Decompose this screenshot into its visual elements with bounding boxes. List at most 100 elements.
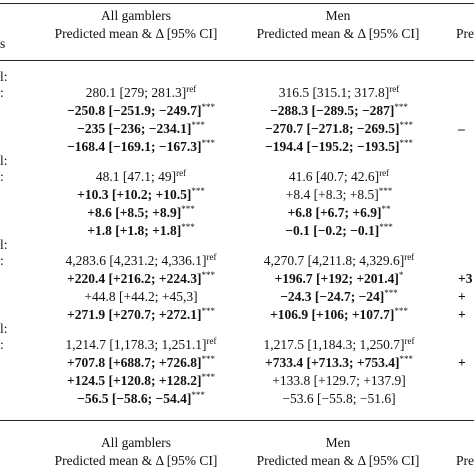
column-title: All gamblers [100,8,172,23]
table-cell: −250.8 [−251.9; −249.7]*** [21,102,261,120]
table-cell: 1,217.5 [1,184.3; 1,250.7]ref [219,336,459,354]
significance-marker: *** [399,120,413,130]
cell-value: +3 [458,271,473,286]
table-cell: −288.3 [−289.5; −287]*** [219,102,459,120]
row-stub-header: s [0,36,6,51]
significance-marker: ** [381,204,391,214]
row-label: : [0,253,4,268]
column-subtitle: Predicted mean & Δ [95% CI] [256,453,420,468]
section-top-rule [0,420,474,421]
significance-marker: ref [404,252,415,262]
table-cell: 4,270.7 [4,211.8; 4,329.6]ref [219,252,459,270]
cell-value: 1,214.7 [1,178.3; 1,251.1] [65,337,207,352]
table-cell: −194.4 [−195.2; −193.5]*** [219,138,459,156]
table-cell: +271.9 [+270.7; +272.1]*** [21,306,261,324]
cell-value: + [458,355,466,370]
cell-value: +6.8 [+6.7; +6.9] [287,205,382,220]
cell-value: +271.9 [+270.7; +272.1] [67,307,202,322]
header-rule [0,60,474,61]
significance-marker: *** [201,354,215,364]
significance-marker: *** [399,138,413,148]
column-header-all-gamblers-repeat: All gamblers Predicted mean & Δ [95% CI] [20,434,252,470]
table-cell: −0.1 [−0.2; −0.1]*** [219,222,459,240]
table-cell: +8.6 [+8.5; +8.9]*** [21,204,261,222]
column-header-partial-repeat: Pre [456,453,474,468]
table-cell: – [458,120,465,138]
table-cell: −270.7 [−271.8; −269.5]*** [219,120,459,138]
cell-value: −24.3 [−24.7; −24] [280,289,385,304]
table-cell: 316.5 [315.1; 317.8]ref [219,84,459,102]
group-stub: l: [0,321,8,336]
cell-value: −53.6 [−55.8; −51.6] [282,391,396,406]
significance-marker: * [398,270,404,280]
significance-marker: ref [404,336,415,346]
table-cell: +3 [458,270,472,288]
cell-value: +106.9 [+106; +107.7] [270,307,395,322]
table-cell: + [458,306,466,324]
table-cell: −53.6 [−55.8; −51.6] [219,390,459,408]
cell-value: 316.5 [315.1; 317.8] [278,85,390,100]
significance-marker: *** [201,270,215,280]
table-cell: +733.4 [+713.3; +753.4]*** [219,354,459,372]
table-cell: −235 [−236; −234.1]*** [21,120,261,138]
cell-value: +220.4 [+216.2; +224.3] [67,271,202,286]
table-cell: +196.7 [+192; +201.4]* [219,270,459,288]
table-cell: 1,214.7 [1,178.3; 1,251.1]ref [21,336,261,354]
cell-value: +133.8 [+129.7; +137.9] [272,373,406,388]
cell-value: +196.7 [+192; +201.4] [274,271,399,286]
table-cell: +106.9 [+106; +107.7]*** [219,306,459,324]
column-header-partial: Pre [456,26,474,41]
column-header-all-gamblers: All gamblers Predicted mean & Δ [95% CI] [20,7,252,43]
significance-marker: *** [201,102,215,112]
table-cell: +44.8 [+44.2; +45,3] [21,288,261,306]
cell-value: −288.3 [−289.5; −287] [270,103,395,118]
significance-marker: ref [186,84,197,94]
significance-marker: *** [378,186,393,196]
significance-marker: *** [384,288,398,298]
significance-marker: *** [181,204,195,214]
significance-marker: *** [201,138,215,148]
table-cell: −168.4 [−169.1; −167.3]*** [21,138,261,156]
significance-marker: *** [394,102,408,112]
column-header-men: Men Predicted mean & Δ [95% CI] [222,7,454,43]
table-cell: 4,283.6 [4,231.2; 4,336.1]ref [21,252,261,270]
cell-value: +733.4 [+713.3; +753.4] [265,355,400,370]
column-subtitle: Predicted mean & Δ [95% CI] [54,26,218,41]
column-subtitle: Predicted mean & Δ [95% CI] [54,453,218,468]
significance-marker: *** [201,306,215,316]
cell-value: +8.4 [+8.3; +8.5] [285,187,379,202]
row-label: : [0,85,4,100]
table-cell: +10.3 [+10.2; +10.5]*** [21,186,261,204]
group-stub: l: [0,69,8,84]
cell-value: −250.8 [−251.9; −249.7] [67,103,202,118]
significance-marker: ref [389,84,400,94]
cell-value: 280.1 [279; 281.3] [85,85,187,100]
significance-marker: *** [191,390,205,400]
significance-marker: ref [379,168,390,178]
column-subtitle: Predicted mean & Δ [95% CI] [256,26,420,41]
cell-value: 4,270.7 [4,211.8; 4,329.6] [263,253,405,268]
column-title: Men [325,8,351,23]
table-cell: +220.4 [+216.2; +224.3]*** [21,270,261,288]
cell-value: −235 [−236; −234.1] [77,121,192,136]
significance-marker: *** [181,222,195,232]
cell-value: −0.1 [−0.2; −0.1] [285,223,380,238]
cell-value: 41.6 [40.7; 42.6] [288,169,380,184]
table-cell: +133.8 [+129.7; +137.9] [219,372,459,390]
significance-marker: ref [176,168,187,178]
cell-value: +10.3 [+10.2; +10.5] [77,187,192,202]
cell-value: + [458,289,466,304]
table-cell: + [458,354,466,372]
cell-value: −168.4 [−169.1; −167.3] [67,139,202,154]
table-cell: 48.1 [47.1; 49]ref [21,168,261,186]
table-cell: +1.8 [+1.8; +1.8]*** [21,222,261,240]
table-cell: 280.1 [279; 281.3]ref [21,84,261,102]
cell-value: 48.1 [47.1; 49] [95,169,177,184]
table-cell: +124.5 [+120.8; +128.2]*** [21,372,261,390]
table-cell: −24.3 [−24.7; −24]*** [219,288,459,306]
group-stub: l: [0,153,8,168]
row-label: : [0,337,4,352]
table-cell: +6.8 [+6.7; +6.9]** [219,204,459,222]
table-cell: +707.8 [+688.7; +726.8]*** [21,354,261,372]
cell-value: +8.6 [+8.5; +8.9] [87,205,182,220]
